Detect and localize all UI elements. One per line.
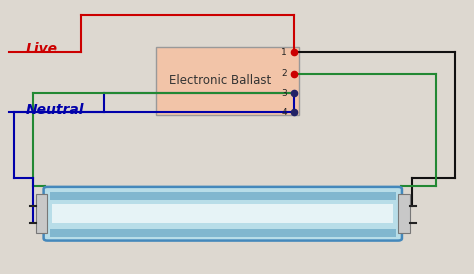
Text: 3: 3 [281,89,287,98]
Bar [156,47,299,115]
Bar [36,194,47,233]
Text: Live: Live [26,42,58,56]
Text: Neutral: Neutral [26,102,84,117]
Text: 2: 2 [281,70,287,78]
Bar [50,229,396,237]
Bar [50,192,396,200]
Text: Electronic Ballast: Electronic Ballast [169,74,272,87]
Text: 1: 1 [281,48,287,56]
FancyBboxPatch shape [44,187,402,241]
Bar [398,194,410,233]
Text: 4: 4 [281,108,287,117]
Bar [52,204,393,223]
